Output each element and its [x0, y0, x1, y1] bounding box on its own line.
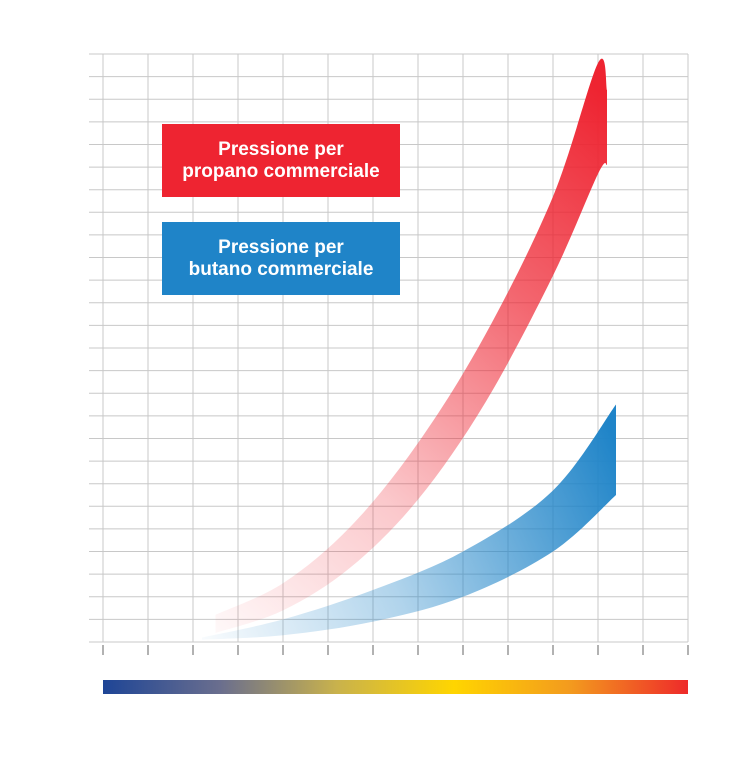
- legend-butane: Pressione per butano commerciale: [162, 222, 400, 295]
- temperature-color-bar: [103, 680, 688, 694]
- x-axis-ticks: [102, 645, 689, 655]
- butane-pressure-band: [202, 404, 616, 640]
- legend-butane-line-1: Pressione per: [218, 236, 344, 258]
- legend-butane-line-2: butano commerciale: [188, 258, 374, 280]
- legend-propane-line-1: Pressione per: [218, 138, 344, 160]
- legend-propane: Pressione per propano commerciale: [162, 124, 400, 197]
- legend-propane-line-2: propano commerciale: [182, 160, 380, 182]
